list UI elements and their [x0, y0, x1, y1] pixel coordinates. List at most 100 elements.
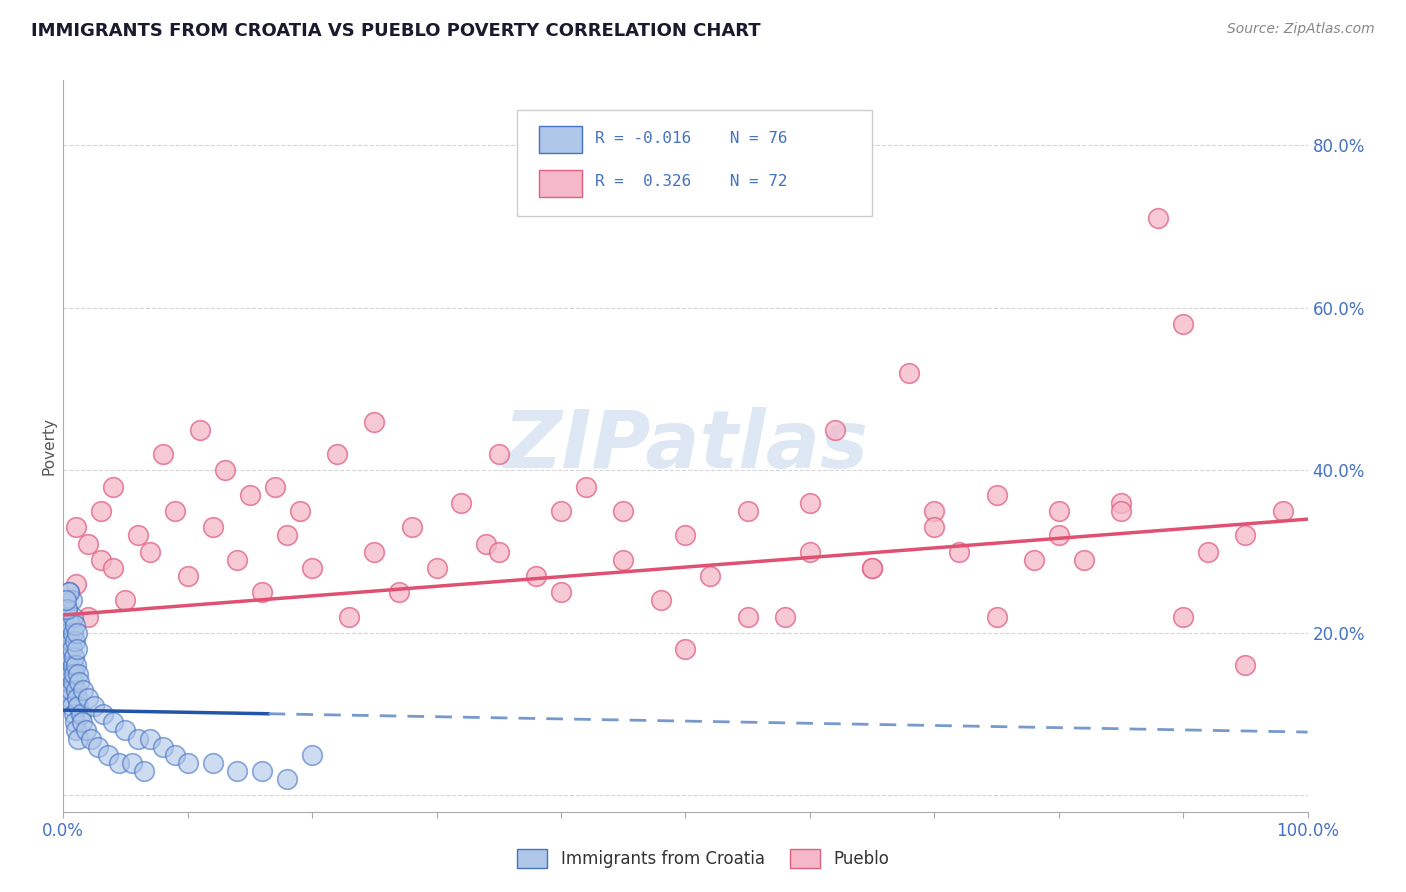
- Point: [69, 674, 91, 689]
- Point: [860, 561, 883, 575]
- Point: [65, 520, 87, 534]
- Point: [363, 415, 385, 429]
- Point: [1271, 504, 1294, 518]
- Point: [239, 488, 262, 502]
- Point: [575, 480, 598, 494]
- Point: [62, 609, 84, 624]
- Point: [77, 536, 100, 550]
- Point: [70, 715, 93, 730]
- Point: [773, 609, 796, 624]
- Text: R = -0.016    N = 76: R = -0.016 N = 76: [595, 130, 787, 145]
- Point: [201, 520, 224, 534]
- Point: [65, 577, 87, 591]
- Point: [699, 569, 721, 583]
- Point: [252, 585, 274, 599]
- Point: [58, 642, 80, 657]
- Point: [1234, 528, 1257, 542]
- Point: [550, 585, 572, 599]
- Point: [60, 593, 83, 607]
- Point: [263, 480, 285, 494]
- Point: [91, 707, 114, 722]
- Point: [67, 699, 90, 714]
- Point: [1197, 544, 1219, 558]
- Point: [226, 764, 249, 778]
- Point: [612, 504, 634, 518]
- Point: [55, 626, 77, 640]
- Point: [58, 658, 80, 673]
- Point: [986, 488, 1008, 502]
- Point: [188, 423, 211, 437]
- Point: [87, 739, 110, 754]
- Point: [66, 731, 89, 746]
- Point: [1073, 553, 1095, 567]
- Point: [650, 593, 672, 607]
- Point: [53, 634, 76, 648]
- Point: [127, 731, 149, 746]
- Y-axis label: Poverty: Poverty: [41, 417, 56, 475]
- Point: [101, 480, 124, 494]
- Point: [52, 609, 75, 624]
- Point: [66, 690, 89, 705]
- Point: [165, 504, 187, 518]
- Point: [65, 682, 87, 697]
- Point: [177, 569, 200, 583]
- Point: [924, 520, 946, 534]
- Point: [66, 642, 89, 657]
- Point: [226, 553, 249, 567]
- Point: [139, 544, 162, 558]
- Point: [388, 585, 411, 599]
- Point: [1234, 658, 1257, 673]
- Point: [63, 666, 86, 681]
- Text: ZIPatlas: ZIPatlas: [503, 407, 868, 485]
- Point: [139, 731, 162, 746]
- Point: [59, 634, 82, 648]
- Point: [75, 723, 97, 738]
- Point: [214, 463, 236, 477]
- Point: [55, 674, 77, 689]
- Point: [66, 666, 89, 681]
- Point: [1047, 528, 1070, 542]
- Point: [60, 642, 83, 657]
- Point: [177, 756, 200, 770]
- Point: [675, 528, 697, 542]
- Point: [55, 642, 77, 657]
- Point: [276, 528, 298, 542]
- Point: [301, 561, 323, 575]
- Point: [475, 536, 498, 550]
- Point: [127, 528, 149, 542]
- Point: [488, 544, 510, 558]
- Point: [824, 423, 846, 437]
- Point: [108, 756, 131, 770]
- Point: [301, 747, 323, 762]
- Point: [55, 650, 77, 665]
- Legend: Immigrants from Croatia, Pueblo: Immigrants from Croatia, Pueblo: [510, 842, 896, 875]
- Point: [59, 666, 82, 681]
- Point: [63, 715, 86, 730]
- Point: [97, 747, 120, 762]
- Point: [56, 609, 79, 624]
- Point: [63, 634, 86, 648]
- Point: [72, 682, 94, 697]
- Point: [1047, 504, 1070, 518]
- Point: [550, 504, 572, 518]
- Point: [924, 504, 946, 518]
- Point: [737, 504, 759, 518]
- Point: [114, 593, 136, 607]
- Point: [62, 626, 84, 640]
- Point: [90, 553, 112, 567]
- Point: [58, 585, 80, 599]
- Point: [53, 617, 76, 632]
- Point: [799, 544, 821, 558]
- Point: [799, 496, 821, 510]
- Point: [90, 504, 112, 518]
- Point: [121, 756, 143, 770]
- Point: [152, 447, 174, 461]
- Point: [69, 707, 91, 722]
- Point: [63, 707, 86, 722]
- Point: [898, 366, 921, 380]
- Point: [450, 496, 472, 510]
- Point: [56, 666, 79, 681]
- Point: [1109, 496, 1132, 510]
- Point: [63, 650, 86, 665]
- Point: [488, 447, 510, 461]
